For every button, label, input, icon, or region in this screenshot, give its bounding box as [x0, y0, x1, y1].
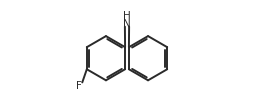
- Text: N: N: [123, 19, 131, 29]
- Text: F: F: [76, 81, 82, 91]
- Text: H: H: [123, 11, 131, 21]
